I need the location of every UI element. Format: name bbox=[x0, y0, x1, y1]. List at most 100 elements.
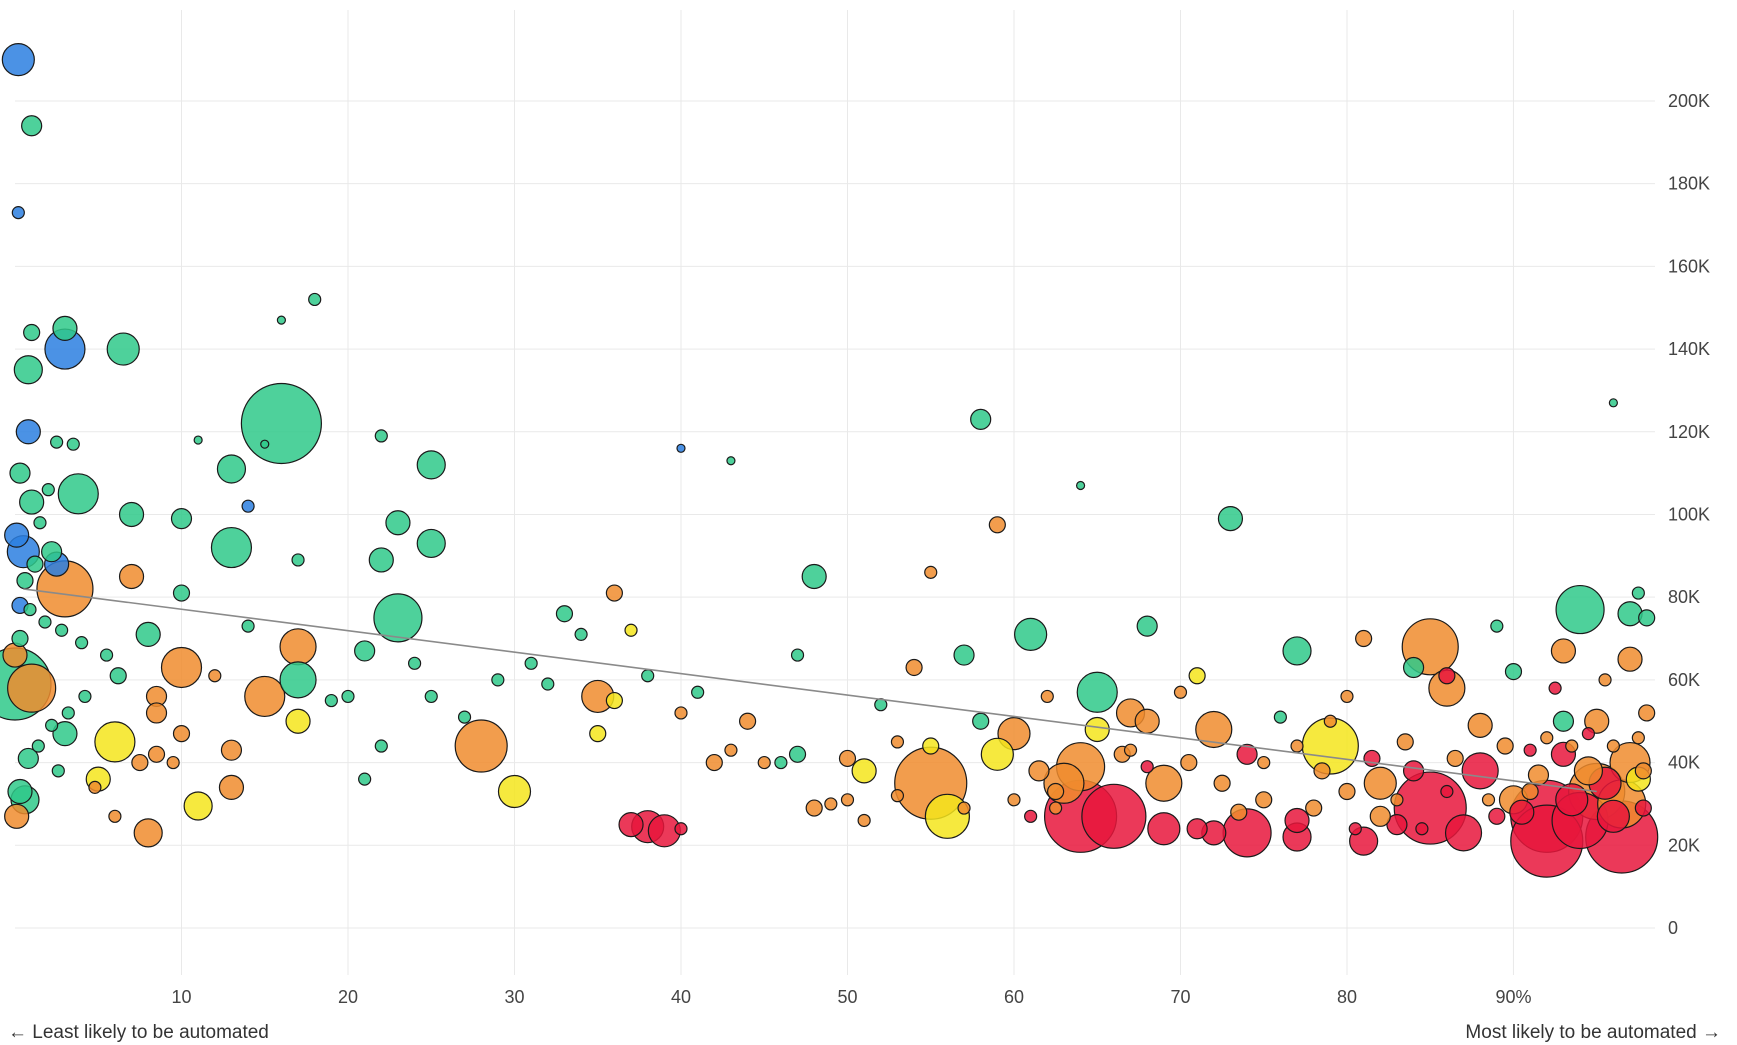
data-point-bubble bbox=[368, 547, 394, 573]
data-point-bubble bbox=[1555, 783, 1589, 817]
data-point-bubble bbox=[1548, 681, 1562, 695]
data-point-bubble bbox=[1140, 760, 1154, 774]
y-tick-label: 0 bbox=[1668, 918, 1678, 938]
data-point-bubble bbox=[1049, 801, 1063, 815]
data-point-bubble bbox=[1282, 636, 1312, 666]
data-point-bubble bbox=[1222, 808, 1272, 858]
data-point-bubble bbox=[1550, 638, 1577, 664]
data-point-bubble bbox=[1617, 646, 1643, 672]
data-point-bubble bbox=[354, 640, 376, 662]
data-point-bubble bbox=[1488, 807, 1506, 825]
x-tick-label: 90% bbox=[1495, 987, 1531, 1007]
data-point-bubble bbox=[374, 739, 388, 753]
data-point-bubble bbox=[1509, 799, 1535, 825]
data-point-bubble bbox=[4, 803, 30, 829]
data-point-bubble bbox=[416, 528, 446, 559]
data-point-bubble bbox=[724, 743, 738, 757]
data-point-bubble bbox=[1136, 615, 1158, 637]
data-point-bubble bbox=[2, 642, 28, 668]
data-point-bubble bbox=[118, 563, 145, 590]
x-annotation-right: Most likely to be automated → bbox=[1465, 1022, 1721, 1043]
data-point-bubble bbox=[1028, 760, 1050, 782]
data-point-bubble bbox=[166, 755, 180, 770]
data-point-bubble bbox=[17, 747, 39, 770]
data-point-bubble bbox=[1195, 710, 1233, 749]
data-point-bubble bbox=[1598, 673, 1612, 687]
data-point-bubble bbox=[135, 621, 161, 647]
data-point-bubble bbox=[26, 555, 44, 573]
data-point-bubble bbox=[457, 710, 472, 724]
y-tick-label: 40K bbox=[1668, 753, 1700, 773]
data-point-bubble bbox=[33, 516, 47, 530]
data-point-bubble bbox=[285, 708, 311, 734]
data-point-bubble bbox=[13, 355, 43, 385]
data-point-bubble bbox=[1396, 733, 1414, 751]
data-point-bubble bbox=[416, 450, 446, 480]
data-point-bubble bbox=[4, 522, 30, 548]
data-point-bubble bbox=[788, 745, 807, 763]
data-point-bubble bbox=[1608, 398, 1618, 408]
data-point-bubble bbox=[1145, 764, 1183, 802]
data-point-bubble bbox=[1273, 710, 1287, 724]
data-point-bubble bbox=[41, 541, 63, 563]
data-point-bubble bbox=[757, 755, 771, 770]
data-point-bubble bbox=[605, 691, 623, 710]
data-point-bubble bbox=[1047, 782, 1065, 801]
data-point-bubble bbox=[838, 749, 857, 768]
data-point-bubble bbox=[1573, 756, 1604, 786]
data-point-bubble bbox=[241, 619, 255, 633]
data-point-bubble bbox=[1490, 619, 1504, 633]
data-point-bubble bbox=[1440, 784, 1454, 799]
data-point-bubble bbox=[1631, 731, 1645, 745]
data-point-bubble bbox=[738, 712, 757, 730]
data-point-bubble bbox=[147, 745, 166, 763]
data-point-bubble bbox=[1257, 755, 1271, 770]
data-point-bubble bbox=[890, 735, 905, 749]
bubbles bbox=[0, 43, 1659, 878]
data-point-bubble bbox=[1638, 609, 1656, 627]
x-annotation-left: ← Least likely to be automated bbox=[8, 1022, 269, 1043]
data-point-bubble bbox=[291, 553, 305, 567]
data-point-bubble bbox=[1446, 749, 1464, 768]
data-point-bubble bbox=[11, 206, 25, 220]
data-point-bubble bbox=[1523, 743, 1537, 757]
data-point-bubble bbox=[324, 693, 338, 708]
data-point-bubble bbox=[21, 115, 43, 137]
y-tick-label: 60K bbox=[1668, 670, 1700, 690]
data-point-bubble bbox=[106, 332, 140, 366]
data-point-bubble bbox=[924, 793, 970, 839]
data-point-bubble bbox=[1552, 710, 1575, 732]
y-tick-label: 180K bbox=[1668, 174, 1710, 194]
data-point-bubble bbox=[38, 615, 52, 629]
tick-labels: 0 20K 40K 60K 80K 100K 120K 140K 160K 180K 200K 10 2… bbox=[171, 91, 1710, 1007]
data-point-bubble bbox=[172, 725, 191, 743]
data-point-bubble bbox=[133, 818, 163, 848]
data-point-bubble bbox=[241, 499, 255, 513]
data-point-bubble bbox=[1284, 807, 1310, 834]
data-point-bubble bbox=[109, 667, 127, 685]
data-point-bubble bbox=[705, 753, 723, 772]
data-point-bubble bbox=[55, 623, 69, 637]
data-point-bubble bbox=[1617, 601, 1643, 627]
y-tick-label: 140K bbox=[1668, 339, 1710, 359]
data-point-bubble bbox=[244, 675, 286, 718]
data-point-bubble bbox=[1634, 799, 1652, 817]
data-point-bubble bbox=[1186, 818, 1208, 840]
data-point-bubble bbox=[1496, 737, 1514, 755]
data-point-bubble bbox=[1355, 629, 1373, 648]
data-point-bubble bbox=[16, 572, 34, 590]
data-point-bubble bbox=[1230, 803, 1248, 821]
x-tick-label: 30 bbox=[504, 987, 524, 1007]
data-point-bubble bbox=[52, 315, 78, 341]
data-point-bubble bbox=[108, 809, 122, 823]
data-point-bubble bbox=[1521, 782, 1539, 801]
data-point-bubble bbox=[385, 510, 411, 536]
data-point-bubble bbox=[374, 429, 388, 443]
data-point-bubble bbox=[51, 764, 65, 778]
data-point-bubble bbox=[1467, 712, 1493, 738]
data-point-bubble bbox=[279, 661, 317, 699]
data-point-bubble bbox=[170, 508, 193, 530]
data-point-bubble bbox=[1084, 716, 1110, 743]
data-point-bubble bbox=[1188, 667, 1206, 685]
